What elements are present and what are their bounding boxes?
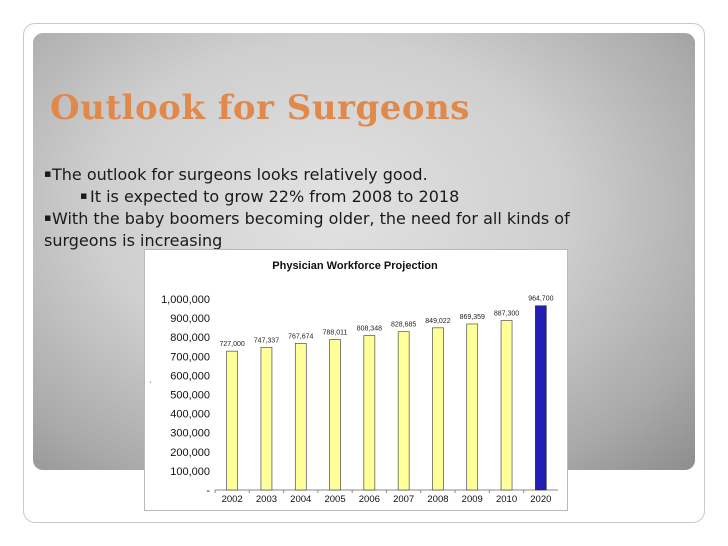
- x-tick-label: 2009: [462, 494, 483, 505]
- data-label: 887,300: [494, 311, 519, 318]
- data-label: 828,685: [391, 322, 416, 329]
- bullet-text: With the baby boomers becoming older, th…: [52, 209, 570, 228]
- chart-title: Physician Workforce Projection: [272, 260, 438, 272]
- data-label: 767,674: [288, 333, 313, 340]
- bullet-text: surgeons is increasing: [44, 231, 223, 250]
- x-tick-label: 2005: [324, 494, 345, 505]
- x-tick-label: 2008: [427, 494, 448, 505]
- bar-2005: [329, 339, 341, 491]
- y-tick-label: 600,000: [170, 370, 210, 382]
- y-tick-label: -: [206, 485, 210, 497]
- chart-speck: ·: [149, 378, 152, 387]
- bullet-continuation: surgeons is increasing: [44, 230, 684, 252]
- x-tick-label: 2003: [256, 494, 277, 505]
- y-tick-label: 400,000: [170, 409, 210, 421]
- y-tick-label: 700,000: [170, 351, 210, 363]
- y-tick-label: 200,000: [170, 447, 210, 459]
- bullet-text: The outlook for surgeons looks relativel…: [52, 165, 428, 184]
- data-label: 788,011: [323, 329, 348, 336]
- bullet-item: ▪ With the baby boomers becoming older, …: [44, 208, 684, 230]
- x-tick-label: 2006: [359, 494, 380, 505]
- bar-2006: [363, 335, 376, 491]
- y-tick-label: 1,000,000: [161, 294, 210, 306]
- x-tick-label: 2010: [496, 494, 517, 505]
- data-label: 727,000: [219, 341, 244, 348]
- data-label: 869,359: [460, 314, 485, 321]
- slide-title: Outlook for Surgeons: [50, 88, 470, 128]
- bullet-item-sub: ▪ It is expected to grow 22% from 2008 t…: [44, 186, 684, 208]
- y-tick-label: 300,000: [170, 428, 210, 440]
- bar-2003: [260, 346, 273, 491]
- bar-2010: [500, 320, 513, 491]
- bullet-marker-icon: ▪: [80, 189, 88, 202]
- data-label: 849,022: [425, 318, 450, 325]
- bullet-item: ▪ The outlook for surgeons looks relativ…: [44, 164, 684, 186]
- chart-container: [144, 249, 568, 511]
- bar-2009: [466, 323, 479, 491]
- bar-2008: [432, 327, 444, 491]
- data-label: 964,700: [528, 296, 553, 303]
- bar-2004: [294, 343, 307, 491]
- bullet-text: It is expected to grow 22% from 2008 to …: [90, 187, 460, 206]
- bullet-list: ▪ The outlook for surgeons looks relativ…: [44, 164, 684, 252]
- y-tick-label: 100,000: [170, 466, 210, 478]
- x-tick-label: 2004: [290, 494, 311, 505]
- data-label: 747,337: [254, 337, 279, 344]
- y-tick-label: 500,000: [170, 390, 210, 402]
- y-tick-label: 900,000: [170, 313, 210, 325]
- x-tick-label: 2020: [530, 494, 551, 505]
- bar-2002: [226, 350, 238, 491]
- x-tick-label: 2007: [393, 494, 414, 505]
- data-label: 808,348: [357, 326, 382, 333]
- bullet-marker-icon: ▪: [44, 211, 52, 224]
- bar-2007: [397, 331, 410, 491]
- bar-2020: [535, 305, 547, 491]
- bullet-marker-icon: ▪: [44, 167, 52, 180]
- x-tick-label: 2002: [222, 494, 243, 505]
- y-tick-label: 800,000: [170, 332, 210, 344]
